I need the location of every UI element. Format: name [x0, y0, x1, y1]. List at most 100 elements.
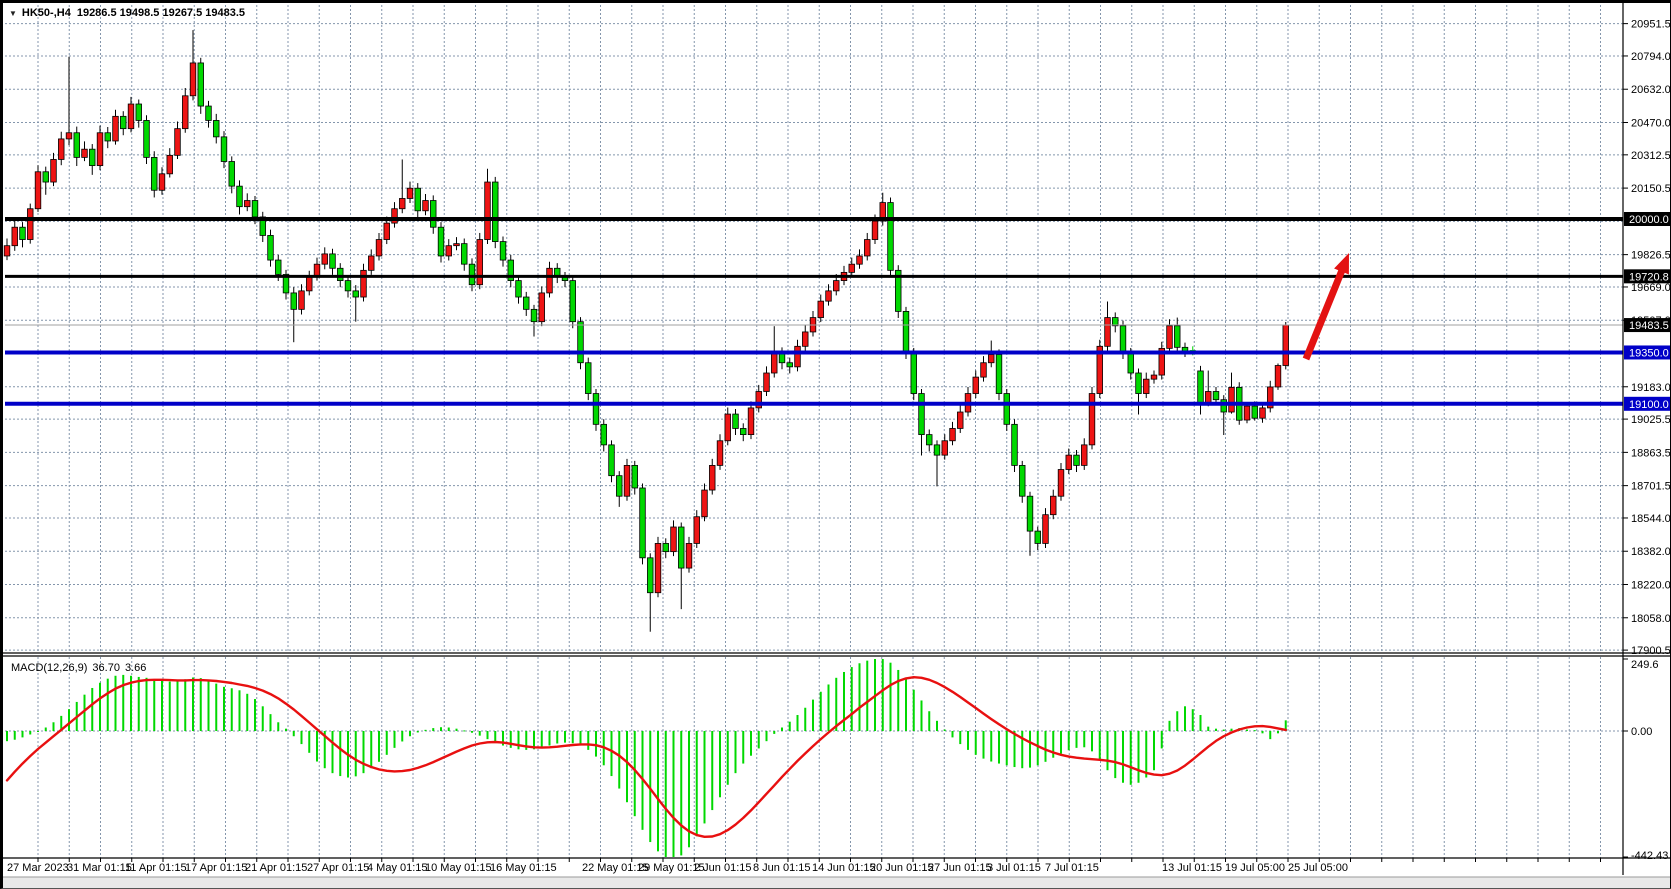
time-tick-label: 2 Jun 01:15 [694, 862, 752, 874]
macd-bar [269, 714, 272, 731]
candle-bull [1143, 372, 1150, 399]
candle-bear [267, 229, 274, 267]
time-tick-label: 29 May 01:15 [638, 862, 705, 874]
candle-body [1150, 374, 1158, 380]
candle-bull [972, 370, 979, 399]
candle-bull [96, 125, 104, 171]
candle-bull [1057, 462, 1065, 501]
candle-bull [1259, 403, 1266, 423]
candle-bull [538, 286, 545, 327]
candle-bull [189, 30, 197, 101]
chart-canvas[interactable]: 20951.5 20794.0 20632.0 20470.0 20312.5 20150… [3, 3, 1670, 888]
grid-lines [5, 5, 1623, 858]
macd-histogram [6, 659, 1287, 857]
candle-body [259, 216, 266, 236]
macd-bar [812, 699, 814, 731]
macd-bar [478, 731, 481, 736]
candle-body [81, 148, 88, 158]
candle-body [306, 276, 313, 292]
candle-bull [321, 247, 328, 270]
macd-bar [1067, 731, 1070, 751]
candle-bull [112, 109, 119, 145]
macd-bar [928, 711, 931, 731]
macd-bar [835, 677, 838, 731]
candle-body [1274, 365, 1282, 388]
macd-bar [533, 731, 535, 750]
candle-body [1243, 405, 1251, 421]
macd-bar [486, 731, 489, 740]
macd-bar [610, 731, 613, 777]
macd-bar [1137, 731, 1140, 783]
candle-body [616, 475, 623, 497]
macd-bar [463, 730, 466, 732]
candle-body [197, 62, 204, 107]
candle-bear [430, 195, 437, 234]
macd-bar [44, 727, 47, 731]
macd-bar [633, 731, 636, 817]
macd-axis[interactable]: 249.6 0.00 -442.43 [1623, 658, 1668, 862]
macd-bar [13, 731, 16, 740]
trend-arrow[interactable] [1302, 253, 1349, 361]
candle-body [50, 159, 57, 183]
macd-bar [1269, 731, 1272, 740]
candle-bear [647, 553, 654, 632]
macd-bar [106, 678, 109, 731]
candle-bear [329, 248, 336, 275]
candle-bull [65, 56, 73, 146]
macd-bar [1052, 731, 1055, 758]
macd-bar [1207, 726, 1210, 731]
candle-bear [631, 460, 638, 495]
candle-bear [197, 57, 204, 114]
symbol-dropdown-icon[interactable]: ▼ [9, 9, 17, 18]
candle-bull [422, 193, 429, 216]
macd-bar [246, 693, 249, 731]
macd-bar [1215, 728, 1217, 731]
candle-bear [1174, 317, 1181, 353]
price-level-badge [1624, 269, 1670, 284]
candle-bull [1050, 489, 1057, 520]
macd-bar [261, 706, 264, 731]
macd-bar [238, 690, 241, 731]
candle-bear [1135, 368, 1142, 415]
candle-body [166, 154, 173, 175]
macd-bar [6, 731, 8, 742]
chart-background [3, 3, 1670, 888]
candle-body [399, 198, 406, 210]
candle-body [910, 352, 917, 394]
macd-indicator-label: MACD(12,26,9) 36.70 3.66 [11, 662, 151, 674]
candle-bear [1019, 460, 1026, 503]
macd-tick-label: -442.43 [1631, 850, 1668, 862]
candle-bull [546, 261, 553, 298]
candle-body [794, 345, 801, 368]
candle-body [344, 280, 352, 292]
candle-bear [1011, 419, 1018, 472]
macd-bar [1277, 731, 1279, 734]
chart-title-bar: ▼ HK50-,H4 19286.5 19498.5 19267.5 19483.5 [9, 7, 251, 19]
price-axis[interactable]: 20951.5 20794.0 20632.0 20470.0 20312.5 20150… [1623, 19, 1670, 657]
candle-body [848, 263, 855, 273]
candle-body [972, 376, 979, 394]
price-tick-label: 17900.5 [1631, 645, 1670, 657]
candle-body [1212, 391, 1220, 401]
candle-body [980, 362, 987, 378]
candle-bull [158, 167, 166, 195]
macd-bar [254, 699, 256, 731]
candle-bull [709, 458, 716, 495]
time-tick-label: 11 Apr 01:15 [125, 862, 187, 874]
candle-body [104, 132, 111, 142]
macd-bar [161, 681, 163, 731]
macd-bar [292, 731, 295, 737]
candle-bull [27, 203, 34, 244]
candle-body [34, 171, 42, 210]
macd-bar [1222, 729, 1225, 731]
candle-bull [368, 249, 375, 275]
candle-bear [205, 100, 212, 128]
candle-body [484, 181, 491, 240]
candle-body [383, 222, 390, 240]
candle-body [360, 269, 367, 298]
candle-body [1112, 317, 1119, 327]
macd-bar [130, 675, 132, 731]
candle-body [42, 171, 49, 183]
macd-bar [1060, 731, 1062, 754]
